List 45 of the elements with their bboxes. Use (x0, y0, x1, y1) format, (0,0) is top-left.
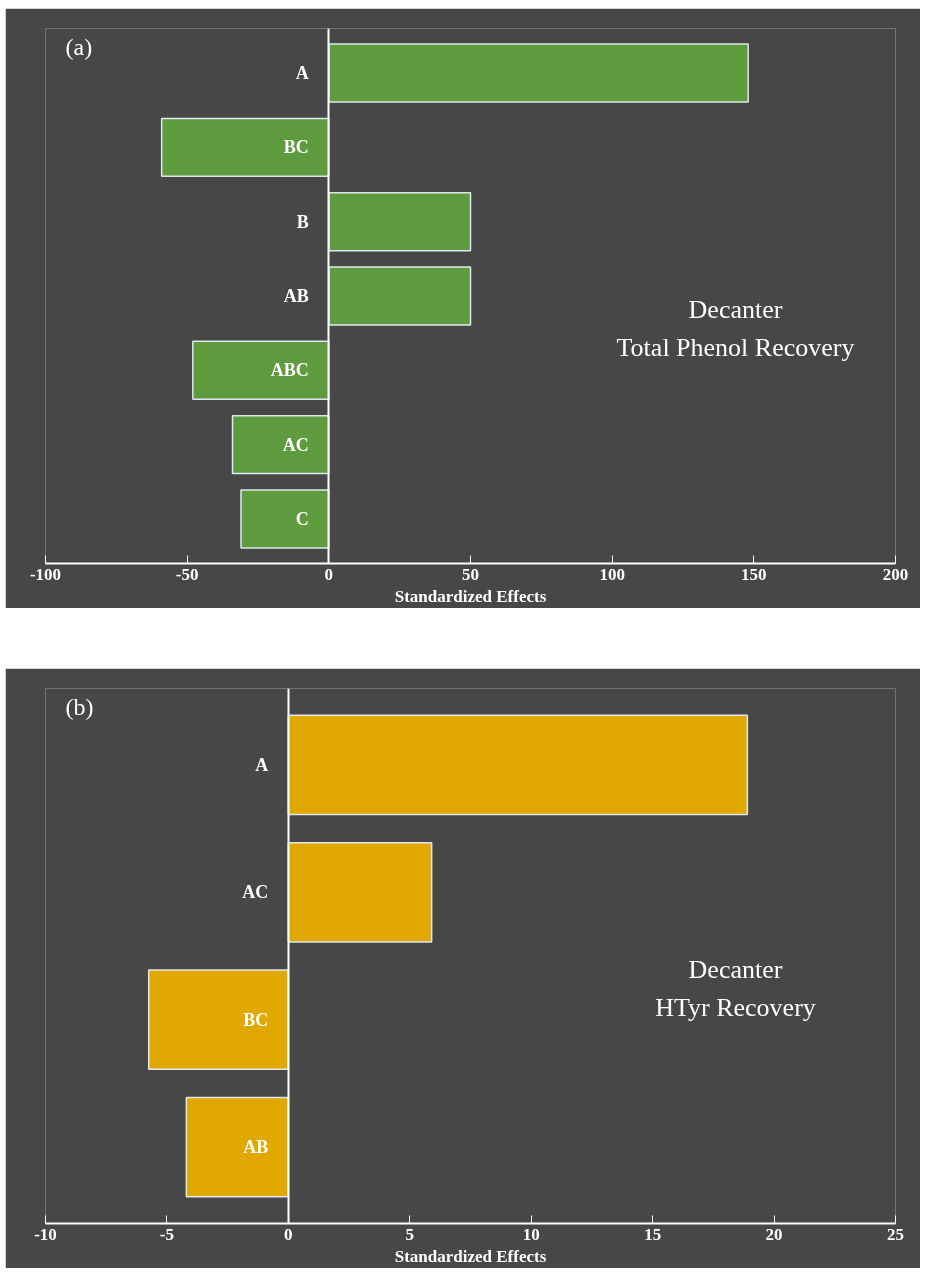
annotation: Decanter (688, 955, 783, 984)
x-tick-label: 50 (462, 564, 479, 584)
annotation: Decanter (688, 295, 783, 324)
x-tick-label: 15 (644, 1224, 662, 1244)
x-axis-title: Standardized Effects (394, 586, 547, 606)
bar (328, 43, 749, 103)
bar (287, 841, 433, 943)
x-axis-title: Standardized Effects (394, 1246, 547, 1266)
x-tick-label: 5 (405, 1224, 415, 1244)
y-tick-label: BC (283, 137, 309, 158)
annotation: HTyr Recovery (655, 993, 816, 1022)
y-tick-label: A (295, 63, 309, 84)
bar (240, 489, 330, 549)
bar (192, 340, 330, 401)
chart-title: (a) (65, 33, 93, 60)
y-tick-label: AC (282, 434, 309, 455)
bar (328, 266, 472, 326)
x-tick-label: 200 (882, 564, 909, 584)
bar (287, 714, 749, 816)
x-tick-label: 20 (765, 1224, 783, 1244)
x-tick-label: 10 (522, 1224, 540, 1244)
bar (185, 1096, 290, 1198)
x-tick-label: -50 (175, 564, 199, 584)
x-tick-label: -10 (34, 1224, 57, 1244)
x-tick-label: 0 (324, 564, 334, 584)
bar (147, 969, 290, 1071)
x-tick-label: 25 (887, 1224, 904, 1244)
y-tick-label: AC (242, 882, 269, 903)
y-tick-label: AB (283, 286, 309, 306)
y-tick-label: ABC (270, 360, 309, 381)
bar (160, 117, 330, 178)
annotation: Total Phenol Recovery (616, 333, 855, 362)
y-tick-label: AB (243, 1137, 269, 1158)
y-tick-label: A (255, 754, 269, 775)
chart-title: (b) (65, 693, 94, 720)
y-tick-label: C (295, 508, 309, 529)
x-tick-label: 150 (741, 564, 767, 584)
bar (231, 414, 330, 475)
y-tick-label: B (296, 211, 309, 232)
x-tick-label: -100 (29, 564, 62, 584)
bar (328, 191, 472, 252)
x-tick-label: 0 (284, 1224, 293, 1244)
x-tick-label: 100 (599, 564, 625, 584)
y-tick-label: BC (243, 1009, 269, 1030)
x-tick-label: -5 (159, 1224, 175, 1244)
